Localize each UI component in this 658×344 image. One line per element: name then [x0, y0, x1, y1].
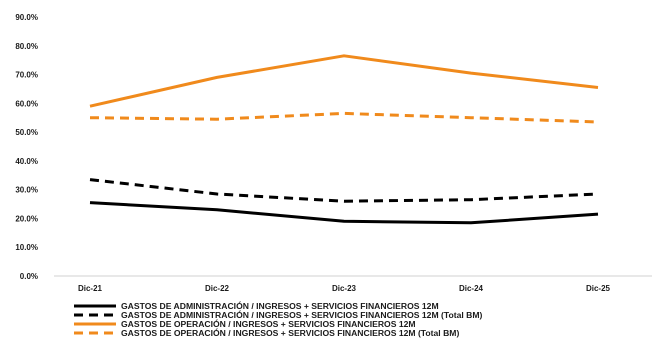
y-tick-label: 60.0% — [15, 99, 38, 108]
x-axis-ticks: Dic-21 Dic-22 Dic-23 Dic-24 Dic-25 — [78, 284, 611, 293]
x-tick-label: Dic-21 — [78, 284, 103, 293]
series-line-1 — [89, 201, 599, 225]
x-tick-label: Dic-22 — [205, 284, 230, 293]
legend-label-3: GASTOS DE OPERACIÓN / INGRESOS + SERVICI… — [121, 318, 416, 329]
legend-label-2: GASTOS DE ADMINISTRACIÓN / INGRESOS + SE… — [121, 309, 483, 320]
legend-label-4: GASTOS DE OPERACIÓN / INGRESOS + SERVICI… — [121, 327, 459, 338]
legend-label-1: GASTOS DE ADMINISTRACIÓN / INGRESOS + SE… — [121, 300, 439, 311]
series-line-4 — [89, 111, 599, 124]
y-tick-label: 80.0% — [15, 42, 38, 51]
y-tick-label: 40.0% — [15, 157, 38, 166]
x-tick-label: Dic-25 — [586, 284, 611, 293]
plot-area — [89, 54, 599, 225]
legend: GASTOS DE ADMINISTRACIÓN / INGRESOS + SE… — [74, 300, 483, 338]
y-tick-label: 50.0% — [15, 128, 38, 137]
series-line-2 — [89, 178, 599, 203]
y-axis-ticks: 0.0% 10.0% 20.0% 30.0% 40.0% 50.0% 60.0% 70.0% 8… — [15, 13, 38, 281]
y-tick-label: 90.0% — [15, 13, 38, 22]
y-tick-label: 30.0% — [15, 186, 38, 195]
y-tick-label: 10.0% — [15, 243, 38, 252]
y-tick-label: 70.0% — [15, 71, 38, 80]
y-tick-label: 0.0% — [20, 272, 38, 281]
y-tick-label: 20.0% — [15, 214, 38, 223]
x-tick-label: Dic-23 — [332, 284, 357, 293]
series-line-3 — [89, 54, 599, 108]
x-tick-label: Dic-24 — [459, 284, 484, 293]
